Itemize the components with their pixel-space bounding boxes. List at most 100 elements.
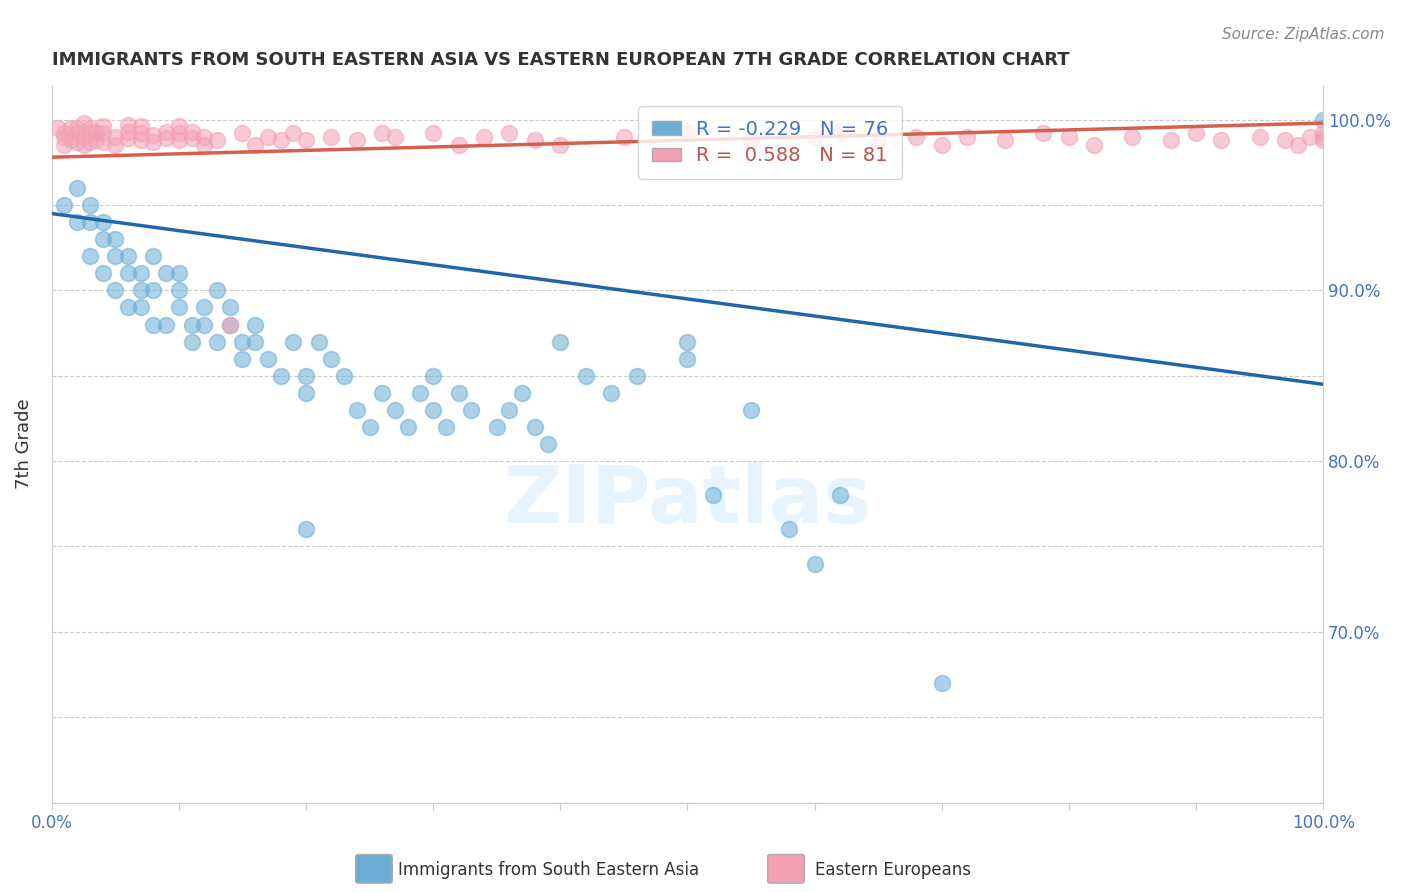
Point: [79, 135, 101, 149]
Point: [155, 131, 177, 145]
Point: [205, 334, 228, 349]
Point: [283, 126, 305, 140]
Point: [53, 126, 76, 140]
Point: [1160, 133, 1182, 147]
Point: [53, 138, 76, 153]
Point: [167, 120, 190, 134]
Point: [66, 126, 89, 140]
Point: [740, 133, 762, 147]
Point: [59, 133, 82, 147]
Point: [117, 249, 139, 263]
Text: Source: ZipAtlas.com: Source: ZipAtlas.com: [1222, 27, 1385, 42]
Point: [702, 488, 724, 502]
Point: [155, 125, 177, 139]
Point: [104, 232, 127, 246]
Point: [46, 121, 69, 136]
Point: [1249, 129, 1271, 144]
Point: [828, 488, 851, 502]
Point: [905, 129, 928, 144]
Point: [1083, 138, 1105, 153]
Point: [91, 120, 114, 134]
Point: [117, 125, 139, 139]
Point: [295, 133, 318, 147]
Point: [59, 121, 82, 136]
Point: [575, 368, 598, 383]
Point: [550, 138, 572, 153]
Point: [66, 181, 89, 195]
Point: [180, 125, 202, 139]
Point: [803, 129, 825, 144]
Point: [91, 135, 114, 149]
Point: [193, 318, 215, 332]
Point: [91, 215, 114, 229]
Point: [193, 138, 215, 153]
Point: [104, 129, 127, 144]
Point: [359, 420, 381, 434]
Point: [1299, 129, 1322, 144]
Point: [91, 232, 114, 246]
Point: [371, 385, 394, 400]
Point: [931, 676, 953, 690]
Point: [84, 133, 107, 147]
Point: [218, 301, 240, 315]
Point: [283, 334, 305, 349]
Point: [66, 215, 89, 229]
Point: [396, 420, 419, 434]
Point: [434, 420, 457, 434]
Point: [79, 198, 101, 212]
Point: [270, 133, 292, 147]
Point: [523, 133, 546, 147]
Point: [66, 121, 89, 136]
Point: [295, 523, 318, 537]
Legend: R = -0.229   N = 76, R =  0.588   N = 81: R = -0.229 N = 76, R = 0.588 N = 81: [638, 106, 903, 179]
Point: [142, 249, 165, 263]
Point: [676, 334, 699, 349]
Point: [79, 126, 101, 140]
Point: [218, 318, 240, 332]
Text: IMMIGRANTS FROM SOUTH EASTERN ASIA VS EASTERN EUROPEAN 7TH GRADE CORRELATION CHA: IMMIGRANTS FROM SOUTH EASTERN ASIA VS EA…: [52, 51, 1070, 69]
Point: [1312, 126, 1334, 140]
Point: [129, 266, 152, 280]
Point: [409, 385, 432, 400]
Point: [868, 133, 890, 147]
Point: [384, 129, 406, 144]
Text: ZIPatlas: ZIPatlas: [503, 462, 872, 541]
Point: [79, 121, 101, 136]
Point: [243, 138, 266, 153]
Point: [384, 403, 406, 417]
Point: [180, 318, 202, 332]
Point: [333, 368, 356, 383]
Point: [257, 351, 280, 366]
Point: [193, 301, 215, 315]
Point: [1312, 129, 1334, 144]
Point: [1211, 133, 1233, 147]
Point: [167, 126, 190, 140]
Point: [72, 116, 94, 130]
Point: [231, 351, 253, 366]
Point: [1032, 126, 1054, 140]
Point: [129, 120, 152, 134]
Point: [231, 334, 253, 349]
Point: [550, 334, 572, 349]
Point: [422, 368, 444, 383]
Point: [104, 138, 127, 153]
Point: [472, 129, 495, 144]
Point: [956, 129, 979, 144]
Point: [422, 403, 444, 417]
Point: [117, 301, 139, 315]
Point: [129, 284, 152, 298]
Point: [931, 138, 953, 153]
Point: [167, 266, 190, 280]
Point: [104, 284, 127, 298]
Point: [205, 133, 228, 147]
Point: [994, 133, 1017, 147]
Point: [142, 135, 165, 149]
Point: [129, 126, 152, 140]
Point: [53, 129, 76, 144]
Point: [79, 215, 101, 229]
Point: [129, 133, 152, 147]
Point: [803, 557, 825, 571]
Point: [167, 301, 190, 315]
Point: [53, 198, 76, 212]
Point: [142, 284, 165, 298]
